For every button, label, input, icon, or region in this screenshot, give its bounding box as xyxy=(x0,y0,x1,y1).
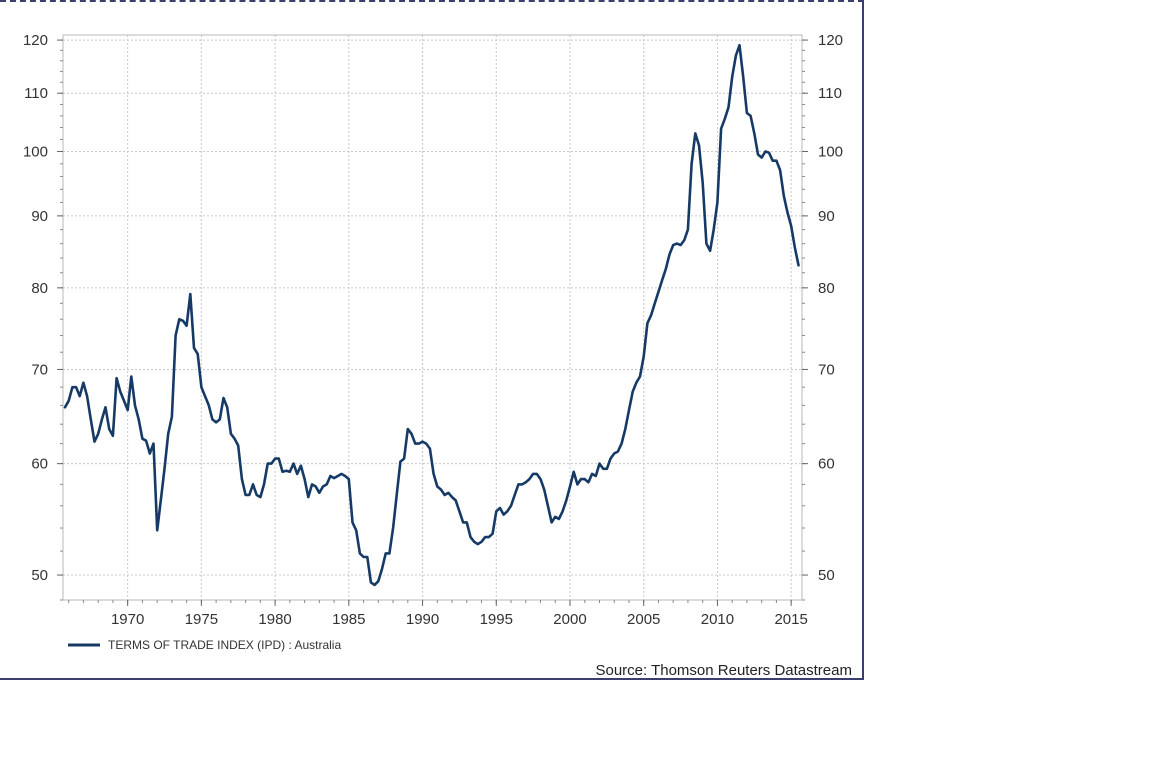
right-tick-label: 60 xyxy=(818,456,835,473)
x-tick-label: 2000 xyxy=(553,611,586,628)
x-tick-label: 1995 xyxy=(480,611,513,628)
right-tick-label: 70 xyxy=(818,361,835,378)
series-line xyxy=(63,43,800,587)
grid xyxy=(63,35,802,600)
x-tick-label: 1990 xyxy=(406,611,439,628)
right-tick-label: 110 xyxy=(818,85,842,102)
x-tick-label: 1970 xyxy=(111,611,144,628)
left-tick-label: 100 xyxy=(23,143,48,160)
left-tick-label: 90 xyxy=(31,208,48,225)
x-tick-label: 2010 xyxy=(701,611,734,628)
left-tick-label: 110 xyxy=(24,85,48,102)
right-tick-label: 90 xyxy=(818,208,835,225)
left-tick-label: 60 xyxy=(31,456,48,473)
left-tick-label: 120 xyxy=(23,32,48,49)
left-tick-label: 80 xyxy=(31,280,48,297)
right-tick-label: 120 xyxy=(818,32,843,49)
x-tick-label: 2015 xyxy=(774,611,807,628)
right-tick-label: 100 xyxy=(818,143,843,160)
x-axis: 1970 1975 1980 1985 1990 1995 2000 2005 2010 2015 xyxy=(68,600,808,628)
left-y-axis: 50 60 70 80 90 100 110 120 xyxy=(23,32,63,601)
chart-frame xyxy=(0,0,864,680)
left-tick-label: 50 xyxy=(31,567,48,584)
legend: TERMS OF TRADE INDEX (IPD) : Australia xyxy=(68,638,341,652)
x-tick-label: 1985 xyxy=(332,611,365,628)
source-note: Source: Thomson Reuters Datastream xyxy=(595,662,852,679)
left-tick-label: 70 xyxy=(31,361,48,378)
legend-label: TERMS OF TRADE INDEX (IPD) : Australia xyxy=(108,638,341,652)
right-tick-label: 50 xyxy=(818,567,835,584)
right-y-axis: 50 60 70 80 90 100 110 120 xyxy=(802,32,843,601)
series-group xyxy=(63,43,800,587)
right-tick-label: 80 xyxy=(818,280,835,297)
x-tick-label: 1975 xyxy=(185,611,218,628)
plot-area xyxy=(62,34,803,601)
x-tick-label: 2005 xyxy=(627,611,660,628)
x-tick-label: 1980 xyxy=(258,611,291,628)
